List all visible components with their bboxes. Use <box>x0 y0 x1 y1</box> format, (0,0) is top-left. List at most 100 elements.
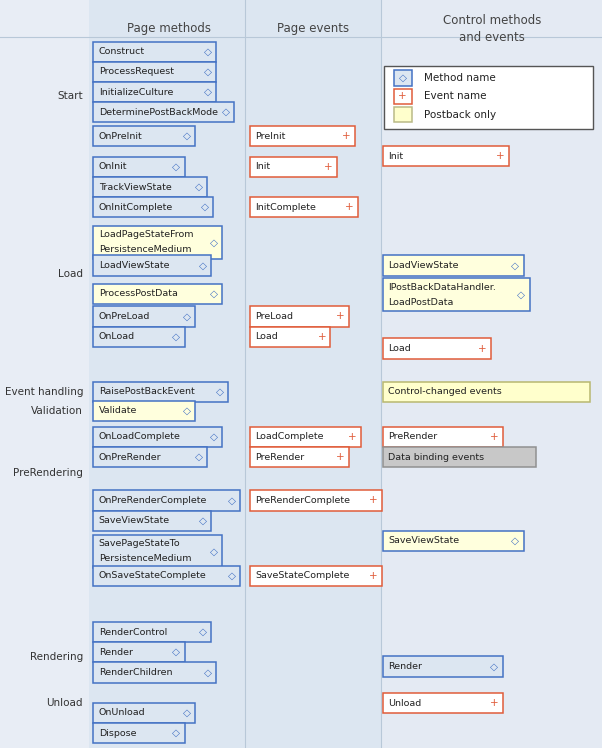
Text: ◇: ◇ <box>517 289 526 300</box>
Text: ◇: ◇ <box>199 627 207 637</box>
Text: ◇: ◇ <box>228 495 236 506</box>
Text: ◇: ◇ <box>199 260 207 271</box>
Text: Init: Init <box>255 162 270 171</box>
Text: OnLoad: OnLoad <box>99 332 135 341</box>
Text: ◇: ◇ <box>399 73 407 83</box>
FancyBboxPatch shape <box>93 381 228 402</box>
FancyBboxPatch shape <box>93 723 185 744</box>
Text: ◇: ◇ <box>172 647 181 657</box>
FancyBboxPatch shape <box>250 156 337 177</box>
FancyBboxPatch shape <box>383 426 503 447</box>
Text: ◇: ◇ <box>209 432 218 442</box>
FancyBboxPatch shape <box>93 622 211 642</box>
Text: Event handling: Event handling <box>5 387 83 397</box>
Text: Init: Init <box>388 152 403 161</box>
FancyBboxPatch shape <box>93 510 211 531</box>
FancyBboxPatch shape <box>93 447 207 467</box>
FancyBboxPatch shape <box>383 146 509 167</box>
FancyBboxPatch shape <box>250 197 358 217</box>
Text: +: + <box>342 131 350 141</box>
FancyBboxPatch shape <box>382 0 602 748</box>
Text: OnSaveStateComplete: OnSaveStateComplete <box>99 571 206 580</box>
Text: OnPreLoad: OnPreLoad <box>99 312 150 321</box>
Text: ◇: ◇ <box>203 667 212 678</box>
Text: Data binding events: Data binding events <box>388 453 485 462</box>
Text: +: + <box>348 432 356 442</box>
Text: Postback only: Postback only <box>424 110 496 120</box>
FancyBboxPatch shape <box>394 88 412 104</box>
FancyBboxPatch shape <box>384 66 593 129</box>
FancyBboxPatch shape <box>93 102 234 123</box>
Text: +: + <box>478 343 486 354</box>
Text: ◇: ◇ <box>199 515 207 526</box>
Text: Render: Render <box>388 662 422 671</box>
Text: PreInit: PreInit <box>255 132 285 141</box>
Text: ◇: ◇ <box>209 237 218 248</box>
FancyBboxPatch shape <box>383 657 503 676</box>
Text: LoadPageStateFrom: LoadPageStateFrom <box>99 230 193 239</box>
FancyBboxPatch shape <box>250 491 382 510</box>
Text: OnPreRenderComplete: OnPreRenderComplete <box>99 496 207 505</box>
Text: ◇: ◇ <box>209 546 218 557</box>
Text: +: + <box>336 311 344 322</box>
FancyBboxPatch shape <box>394 107 412 123</box>
FancyBboxPatch shape <box>383 278 530 311</box>
FancyBboxPatch shape <box>93 663 216 682</box>
Text: +: + <box>324 162 332 172</box>
Text: PreLoad: PreLoad <box>255 312 293 321</box>
Text: +: + <box>369 495 377 506</box>
Text: Unload: Unload <box>388 699 421 708</box>
Text: LoadViewState: LoadViewState <box>99 261 169 270</box>
Text: RenderChildren: RenderChildren <box>99 668 172 677</box>
Text: +: + <box>318 331 326 342</box>
Text: ◇: ◇ <box>172 728 181 738</box>
FancyBboxPatch shape <box>93 491 240 510</box>
Text: SaveViewState: SaveViewState <box>388 536 459 545</box>
FancyBboxPatch shape <box>383 531 524 551</box>
Text: Page methods: Page methods <box>127 22 211 35</box>
FancyBboxPatch shape <box>93 401 195 420</box>
Text: Page events: Page events <box>277 22 349 35</box>
FancyBboxPatch shape <box>93 156 185 177</box>
Text: ◇: ◇ <box>194 182 203 192</box>
Text: Construct: Construct <box>99 47 145 56</box>
FancyBboxPatch shape <box>93 82 216 102</box>
Text: +: + <box>369 571 377 581</box>
FancyBboxPatch shape <box>383 256 524 276</box>
Text: Load: Load <box>388 344 411 353</box>
Text: Validate: Validate <box>99 406 137 415</box>
Text: ◇: ◇ <box>182 131 191 141</box>
FancyBboxPatch shape <box>93 226 222 259</box>
Text: OnInit: OnInit <box>99 162 127 171</box>
Text: ◇: ◇ <box>194 452 203 462</box>
Text: Validation: Validation <box>31 405 83 416</box>
Text: ◇: ◇ <box>209 289 218 299</box>
Text: ◇: ◇ <box>182 708 191 718</box>
Text: ◇: ◇ <box>228 571 236 581</box>
Text: ◇: ◇ <box>172 162 181 172</box>
FancyBboxPatch shape <box>93 284 222 304</box>
Text: ◇: ◇ <box>222 107 230 117</box>
Text: SaveStateComplete: SaveStateComplete <box>255 571 350 580</box>
FancyBboxPatch shape <box>383 447 536 467</box>
Text: LoadViewState: LoadViewState <box>388 261 459 270</box>
Text: ◇: ◇ <box>490 661 498 672</box>
Text: +: + <box>490 432 498 442</box>
Text: PreRender: PreRender <box>255 453 305 462</box>
FancyBboxPatch shape <box>250 326 330 346</box>
FancyBboxPatch shape <box>93 326 185 346</box>
Text: OnPreInit: OnPreInit <box>99 132 143 141</box>
FancyBboxPatch shape <box>89 0 382 748</box>
Text: ◇: ◇ <box>216 387 224 397</box>
Text: Load: Load <box>255 332 278 341</box>
FancyBboxPatch shape <box>93 256 211 276</box>
Text: +: + <box>345 202 353 212</box>
FancyBboxPatch shape <box>250 447 349 467</box>
Text: Control methods: Control methods <box>443 14 541 28</box>
Text: OnLoadComplete: OnLoadComplete <box>99 432 181 441</box>
Text: Dispose: Dispose <box>99 729 136 738</box>
Text: PreRendering: PreRendering <box>13 468 83 478</box>
FancyBboxPatch shape <box>93 197 213 217</box>
FancyBboxPatch shape <box>93 703 195 723</box>
Text: OnUnload: OnUnload <box>99 708 145 717</box>
